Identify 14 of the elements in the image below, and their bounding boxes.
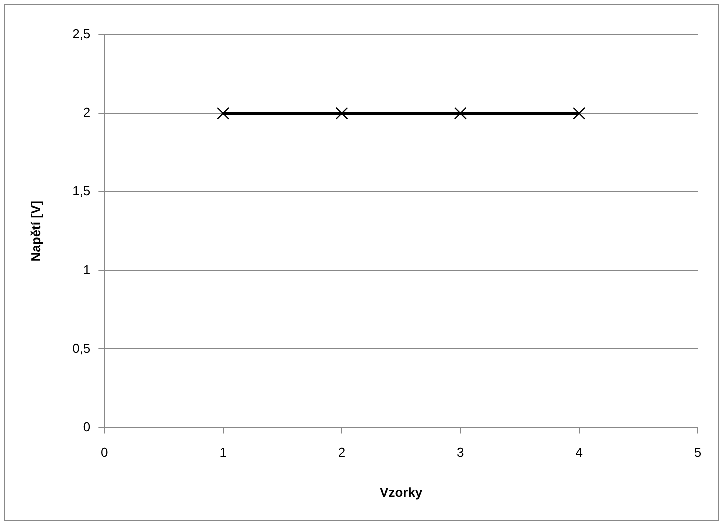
x-tick-label: 2 [338,445,346,460]
x-tick-label: 1 [220,445,227,460]
x-axis-title: Vzorky [380,484,424,500]
x-tick-label: 5 [694,445,702,460]
y-tick-label: 0 [83,419,91,434]
y-tick-label: 1 [83,262,91,278]
y-tick-label: 1,5 [72,184,91,199]
x-tick-label: 4 [576,445,583,460]
x-tick-label: 0 [101,445,108,460]
y-tick-label: 2,5 [72,26,91,42]
y-axis-title: Napětí [V] [28,201,44,262]
y-tick-label: 0,5 [72,340,91,356]
y-tick-label: 2 [83,105,91,120]
x-tick-label: 3 [457,445,464,460]
